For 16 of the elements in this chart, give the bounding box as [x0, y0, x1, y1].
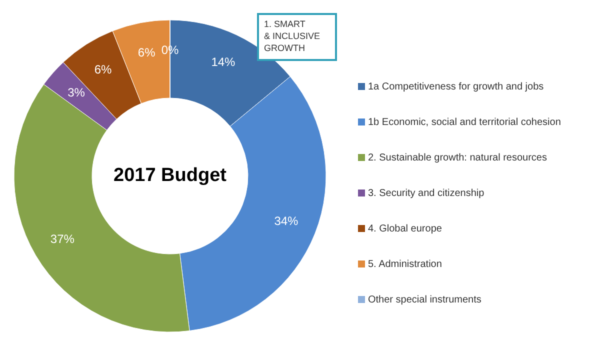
data-label: 3% — [68, 86, 86, 100]
legend-label: 5. Administration — [368, 259, 442, 270]
legend-label: 1a Competitiveness for growth and jobs — [368, 82, 544, 93]
text: 2017 Budget — [114, 165, 228, 186]
data-label: 6% — [138, 45, 156, 60]
data-label: 6% — [94, 62, 112, 77]
text: 1. SMART & INCLUSIVE GROWTH — [264, 19, 320, 53]
data-label: 34% — [274, 214, 299, 228]
legend-label: 1b Economic, social and territorial cohesion — [368, 117, 561, 128]
text: 0% — [161, 43, 179, 58]
legend-label: 3. Security and citizenship — [368, 188, 485, 200]
data-label: 14% — [211, 55, 236, 70]
legend-label: Other special instruments — [368, 294, 482, 306]
legend-label: 4. Global europe — [368, 224, 442, 235]
legend-label: 2. Sustainable growth: natural resources — [368, 152, 547, 164]
data-label: 37% — [50, 232, 75, 246]
